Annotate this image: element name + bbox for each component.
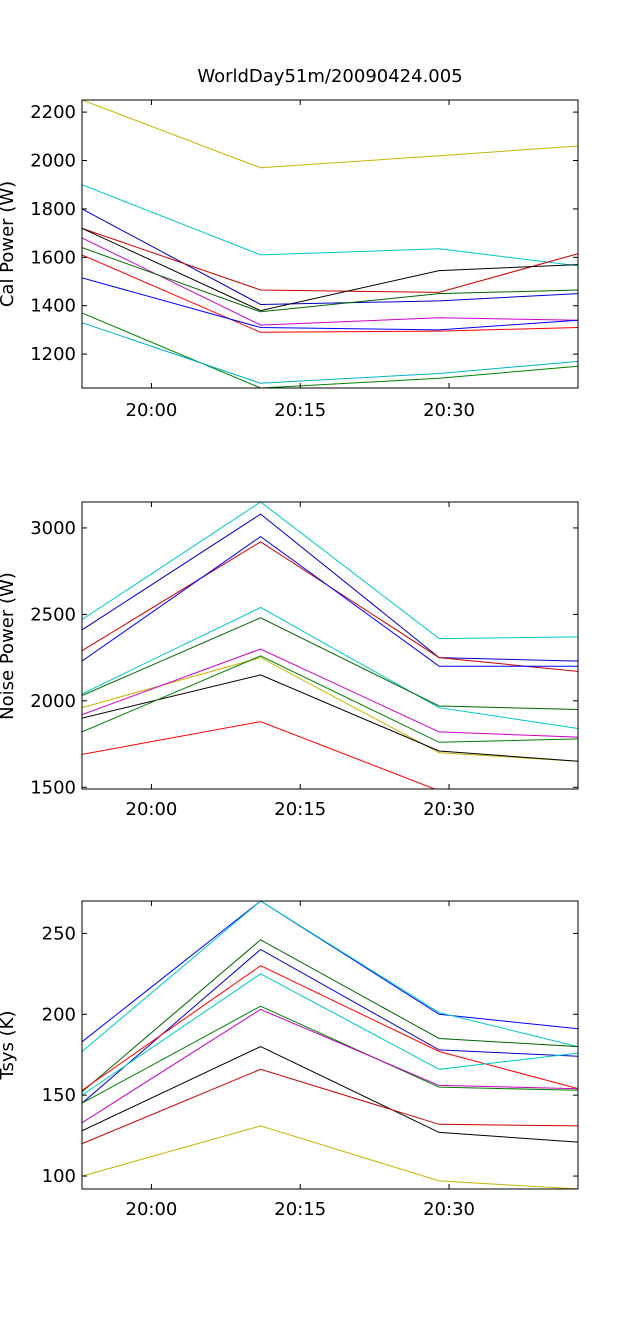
y-axis-label: Noise Power (W) [0,572,18,720]
axes-frame [81,501,579,790]
y-tick-label: 1200 [30,344,76,365]
x-tick-label: 20:30 [423,1199,475,1220]
axes-frame [81,900,579,1190]
series-line-5 [82,606,578,729]
y-tick-label: 2200 [30,102,76,123]
series-line-11 [82,721,578,789]
y-axis-label: Cal Power (W) [0,181,18,307]
series-line-8 [82,254,578,333]
series-line-11 [82,1125,578,1189]
x-tick-label: 20:15 [274,799,326,820]
series-group [82,100,578,388]
y-tick-label: 1600 [30,247,76,268]
series-line-8 [82,1008,578,1124]
y-tick-label: 100 [42,1166,76,1187]
series-line-10 [82,655,578,743]
y-axis-label: Tsys (K) [0,1011,18,1081]
series-line-1 [82,100,578,169]
panel-3: 100 150 200 250 20:00 20:15 20:30 Tsys (K) [0,900,579,1220]
series-line-10 [82,1068,578,1145]
x-tick-label: 20:30 [423,400,475,421]
y-tick-label: 250 [42,923,76,944]
panel-2: 1500 2000 2500 3000 20:00 20:15 20:30 Noise Pow… [0,501,579,820]
x-tick-label: 20:00 [126,799,178,820]
series-line-8 [82,648,578,738]
y-tick-label: 3000 [30,518,76,539]
series-line-1 [82,901,578,1043]
series-line-4 [82,535,578,667]
x-tick-label: 20:00 [126,1199,178,1220]
series-line-7 [82,657,578,762]
series-line-1 [82,502,578,640]
series-line-4 [82,227,578,293]
series-line-9 [82,674,578,762]
x-tick-label: 20:30 [423,799,475,820]
series-line-6 [82,617,578,710]
x-tick-label: 20:15 [274,1199,326,1220]
series-line-3 [82,939,578,1093]
series-line-4 [82,948,578,1104]
axes-frame [81,99,579,389]
y-tick-label: 150 [42,1085,76,1106]
y-tick-label: 2500 [30,604,76,625]
y-tick-label: 1400 [30,296,76,317]
series-line-2 [82,901,578,1052]
x-tick-label: 20:15 [274,400,326,421]
series-line-5 [82,965,578,1091]
series-line-3 [82,541,578,672]
series-line-11 [82,322,578,384]
series-line-2 [82,184,578,267]
series-line-6 [82,237,578,326]
series-line-5 [82,227,578,312]
y-tick-label: 2000 [30,151,76,172]
series-line-2 [82,513,578,662]
y-tick-label: 200 [42,1004,76,1025]
x-tick-label: 20:00 [126,400,178,421]
series-line-7 [82,247,578,313]
y-tick-label: 1500 [30,777,76,798]
series-line-9 [82,1046,578,1143]
y-tick-label: 2000 [30,691,76,712]
series-line-6 [82,973,578,1096]
series-group [82,901,578,1189]
series-line-9 [82,277,578,331]
series-line-7 [82,1005,578,1104]
series-group [82,502,578,789]
panel-1: 1200 1400 1600 1800 2000 2200 20:00 20:15 20:30 C… [0,99,579,421]
series-line-10 [82,312,578,388]
figure-title: WorldDay51m/20090424.005 [197,66,462,87]
y-tick-label: 1800 [30,199,76,220]
